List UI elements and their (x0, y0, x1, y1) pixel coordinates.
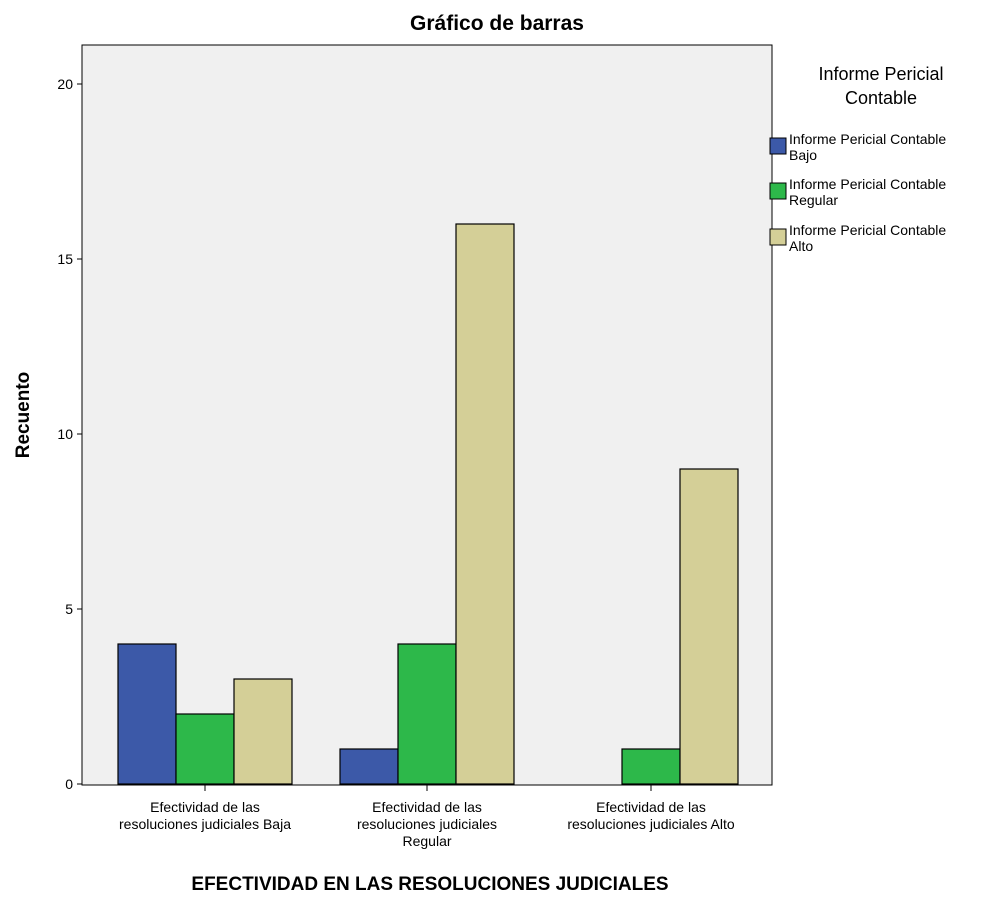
bar (233, 678, 293, 785)
x-axis: Efectividad de las resoluciones judiciale… (119, 785, 735, 849)
legend-label: Informe Pericial Contable Bajo (789, 131, 946, 163)
legend-swatch (769, 182, 787, 200)
bar (175, 713, 235, 785)
bar (679, 468, 739, 785)
legend-label: Informe Pericial Contable Regular (789, 176, 946, 208)
bar (455, 223, 515, 785)
x-tick-label: Efectividad de las resoluciones judiciale… (567, 799, 735, 832)
y-tick-label: 0 (65, 776, 73, 792)
legend-swatch (769, 228, 787, 246)
x-tick-label: Efectividad de las resoluciones judiciale… (357, 799, 497, 849)
x-tick-label-line: resoluciones judiciales (357, 816, 497, 832)
legend-swatch (769, 137, 787, 155)
legend-title-line: Contable (845, 88, 917, 108)
x-tick-label: Efectividad de las resoluciones judiciale… (119, 799, 291, 832)
x-axis-title: EFECTIVIDAD EN LAS RESOLUCIONES JUDICIAL… (191, 874, 668, 895)
legend-label-line: Regular (789, 192, 838, 208)
x-tick-label-line: resoluciones judiciales Baja (119, 816, 291, 832)
legend-label-line: Informe Pericial Contable (789, 222, 946, 238)
x-tick-label-line: Efectividad de las (596, 799, 706, 815)
legend-label-line: Informe Pericial Contable (789, 131, 946, 147)
legend-label-line: Alto (789, 238, 813, 254)
bar (339, 748, 399, 785)
legend-title-line: Informe Pericial (818, 64, 943, 84)
y-tick-label: 20 (57, 76, 73, 92)
legend-label: Informe Pericial Contable Alto (789, 222, 946, 254)
y-axis: 0 5 10 15 20 (57, 76, 82, 792)
bar (621, 748, 681, 785)
bars (117, 223, 739, 785)
legend-label-line: Informe Pericial Contable (789, 176, 946, 192)
legend-title: Informe Pericial Contable (818, 64, 943, 108)
x-tick-label-line: Efectividad de las (150, 799, 260, 815)
x-tick-label-line: resoluciones judiciales Alto (567, 816, 735, 832)
y-tick-label: 15 (57, 251, 73, 267)
legend-label-line: Bajo (789, 147, 817, 163)
y-tick-label: 10 (57, 426, 73, 442)
chart-title: Gráfico de barras (410, 12, 584, 35)
x-tick-label-line: Efectividad de las (372, 799, 482, 815)
bar (397, 643, 457, 785)
y-tick-label: 5 (65, 601, 73, 617)
bar (117, 643, 177, 785)
x-tick-label-line: Regular (402, 833, 451, 849)
y-axis-title: Recuento (13, 372, 34, 459)
